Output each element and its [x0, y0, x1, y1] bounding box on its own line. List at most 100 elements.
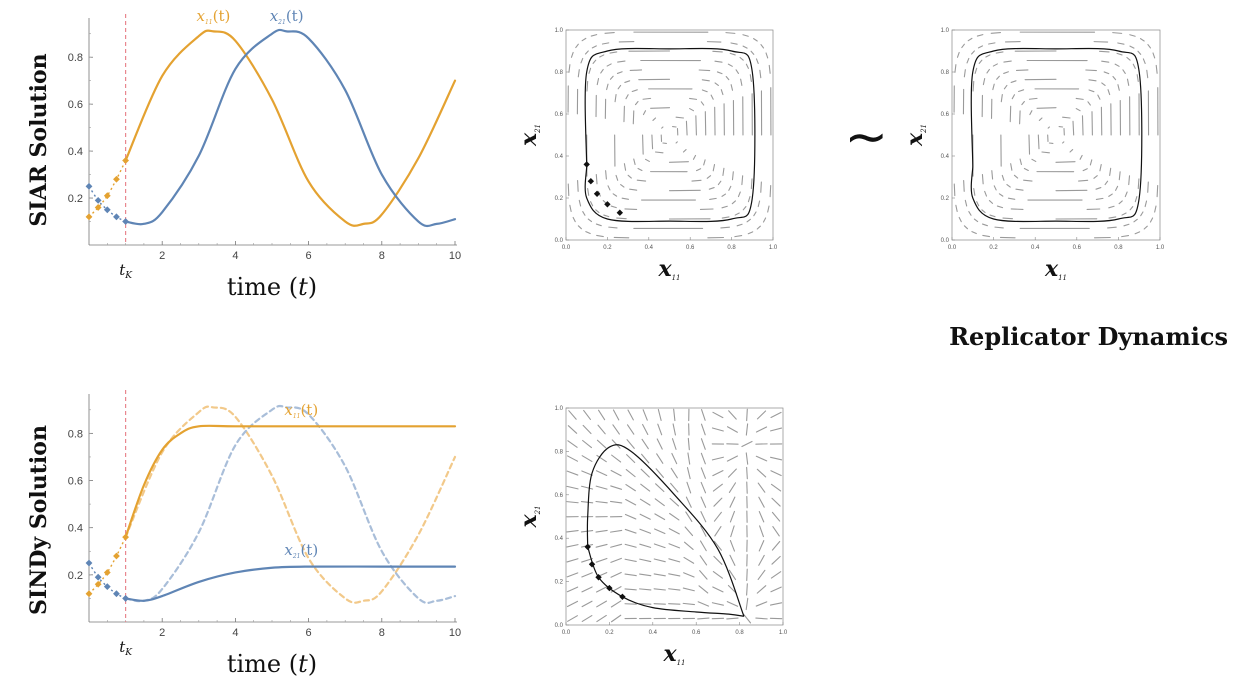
stream-dash	[661, 126, 664, 129]
stream-dash	[967, 37, 973, 42]
stream-dash	[1010, 208, 1024, 210]
stream-dash	[1079, 154, 1083, 160]
stream-dash	[595, 209, 600, 214]
stream-dash	[772, 526, 780, 537]
stream-dash	[582, 439, 593, 449]
stream-dash	[686, 467, 691, 480]
stream-dash	[577, 69, 580, 78]
stream-dash	[596, 454, 607, 463]
x-tick-label: 10	[449, 627, 461, 639]
stream-dash	[746, 466, 748, 480]
stream-dash	[700, 438, 706, 450]
x-tick-label: 1.0	[769, 245, 778, 251]
trajectory-marker-diamond	[584, 543, 591, 551]
stream-dash	[726, 617, 739, 620]
stream-dash	[1003, 84, 1008, 90]
stream-dash	[610, 205, 617, 209]
stream-dash	[1146, 69, 1149, 79]
stream-dash	[1108, 193, 1113, 197]
x-axis-title-var: t	[298, 650, 308, 677]
stream-dash	[668, 588, 681, 591]
stream-dash	[1155, 64, 1158, 74]
y-tick-label: 0.6	[555, 493, 564, 499]
y-tick-label: 0.2	[555, 196, 564, 202]
tk-label-var: t	[119, 261, 126, 279]
stream-dash	[653, 603, 666, 605]
stream-dash	[570, 51, 574, 58]
stream-dash	[624, 543, 637, 548]
stream-dash	[769, 602, 783, 606]
stream-dash	[991, 170, 994, 180]
stream-dash	[1121, 212, 1127, 216]
stream-dash	[990, 32, 1002, 34]
stream-dash	[964, 199, 968, 207]
x-tick-label: 0.4	[645, 245, 654, 251]
stream-dash	[624, 513, 637, 520]
stream-dash	[634, 100, 639, 106]
row-title-sindy: SINDy Solution	[26, 425, 52, 615]
stream-dash	[710, 94, 714, 100]
stream-dash	[726, 455, 739, 462]
stream-dash	[642, 134, 644, 155]
tk-label-sub: K	[124, 271, 133, 281]
stream-dash	[624, 588, 637, 591]
stream-dash	[596, 78, 600, 86]
stream-dash	[595, 557, 608, 563]
stream-dash	[1041, 151, 1050, 154]
stream-dash	[625, 94, 629, 100]
stream-dash	[712, 570, 723, 579]
stream-dash	[691, 179, 702, 182]
stream-dash	[698, 69, 711, 72]
stream-dash	[954, 64, 957, 73]
stream-dash	[682, 602, 695, 606]
stream-dash	[755, 455, 768, 462]
tk-label-sub: K	[124, 648, 133, 658]
stream-dash	[1023, 167, 1029, 171]
stream-dash	[606, 63, 612, 67]
stream-dash	[703, 159, 706, 166]
stream-dash	[1007, 197, 1016, 200]
stream-dash	[757, 569, 766, 580]
data-marker-diamond	[94, 573, 102, 581]
stream-dash	[996, 205, 1004, 209]
y-tick-label: 0.6	[68, 99, 83, 111]
stream-dash	[700, 525, 707, 537]
stream-dash	[614, 94, 617, 103]
stream-dash	[989, 214, 996, 218]
stream-dash	[642, 409, 648, 421]
stream-dash	[582, 210, 586, 216]
stream-dash	[577, 180, 579, 192]
x-tick-label: 0.8	[727, 245, 736, 251]
stream-dash	[746, 218, 751, 223]
stream-dash	[699, 540, 707, 552]
stream-dash	[1078, 179, 1089, 182]
stream-dash	[673, 408, 676, 422]
stream-dash	[595, 470, 608, 476]
y-tick-label: 0.4	[555, 154, 564, 160]
stream-dash	[1149, 217, 1154, 223]
stream-dash	[624, 80, 631, 83]
stream-dash	[713, 497, 723, 507]
stream-dash	[1000, 94, 1003, 103]
stream-dash	[1118, 171, 1121, 181]
stream-dash	[668, 528, 680, 535]
x-tick-label: 0.6	[692, 630, 701, 636]
stream-dash	[992, 83, 995, 91]
stream-dash	[610, 543, 623, 548]
data-marker-diamond	[94, 580, 102, 588]
stream-dash	[769, 185, 772, 198]
stream-dash	[716, 71, 723, 75]
stream-dash	[758, 554, 765, 566]
stream-dash	[729, 539, 736, 552]
stream-dash	[1075, 97, 1084, 100]
stream-dash	[742, 45, 748, 49]
stream-dash	[1107, 89, 1111, 96]
stream-dash	[994, 226, 1004, 229]
stream-dash	[1019, 158, 1022, 166]
approx-symbol: ≀	[837, 128, 897, 148]
stream-dash	[592, 59, 597, 64]
stream-dash	[1137, 50, 1142, 55]
x-tick-label: 6	[306, 627, 312, 639]
stream-dash	[567, 425, 578, 434]
